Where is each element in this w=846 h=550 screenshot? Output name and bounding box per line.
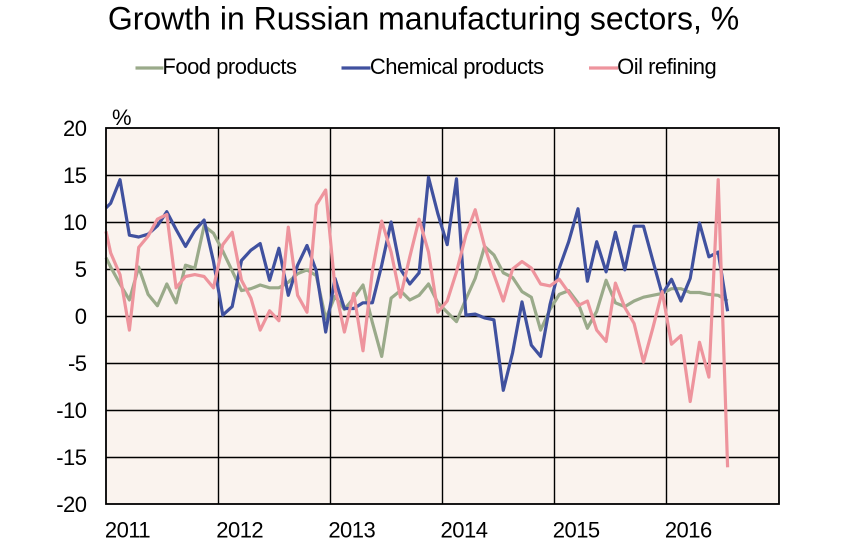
svg-text:20: 20 (63, 116, 87, 141)
svg-text:Chemical products: Chemical products (370, 54, 544, 79)
svg-text:15: 15 (63, 163, 87, 188)
svg-text:-5: -5 (68, 351, 87, 376)
svg-text:10: 10 (63, 210, 87, 235)
svg-text:%: % (112, 105, 132, 130)
svg-text:2011: 2011 (105, 518, 151, 543)
svg-text:-15: -15 (56, 445, 87, 470)
svg-text:2014: 2014 (441, 518, 488, 543)
svg-text:2015: 2015 (553, 518, 600, 543)
svg-text:-10: -10 (56, 398, 87, 423)
svg-text:2013: 2013 (328, 518, 375, 543)
svg-text:5: 5 (75, 257, 87, 282)
svg-text:0: 0 (75, 304, 87, 329)
svg-text:2012: 2012 (216, 518, 263, 543)
svg-text:Oil refining: Oil refining (617, 54, 716, 79)
svg-text:Food products: Food products (162, 54, 297, 79)
svg-text:-20: -20 (56, 492, 87, 517)
svg-text:Growth in Russian manufacturin: Growth in Russian manufacturing sectors,… (108, 1, 739, 37)
svg-text:2016: 2016 (665, 518, 712, 543)
